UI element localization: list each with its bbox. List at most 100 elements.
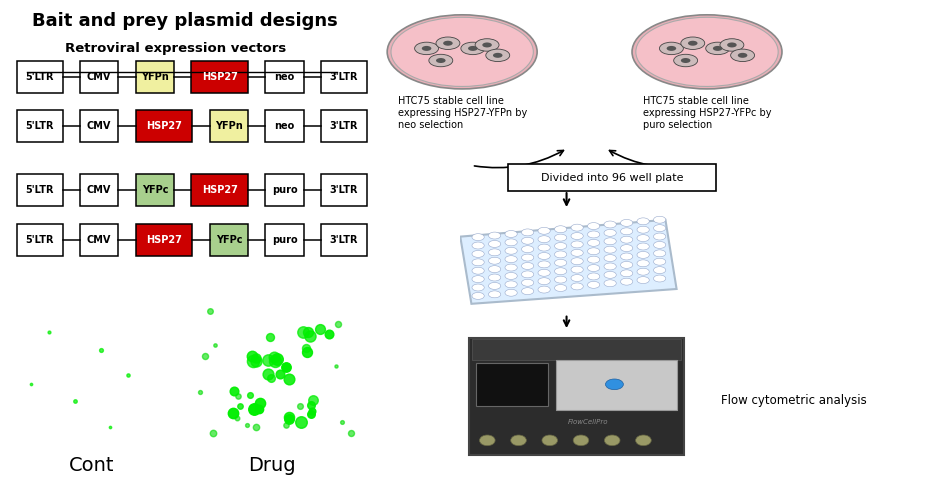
Ellipse shape [587,256,600,263]
Point [306,396,321,404]
Point [278,421,293,429]
Point [302,332,317,340]
Ellipse shape [505,239,517,246]
Ellipse shape [542,435,558,446]
Ellipse shape [632,15,782,89]
Point [246,357,261,365]
Circle shape [415,42,438,55]
Ellipse shape [554,251,567,258]
Ellipse shape [522,279,533,286]
Point [293,418,308,426]
Ellipse shape [571,258,584,265]
Ellipse shape [489,266,501,273]
Point [231,392,246,400]
Text: 5'LTR: 5'LTR [26,121,54,131]
Text: FlowCellPro: FlowCellPro [568,419,608,425]
Text: Bait and prey plasmid designs: Bait and prey plasmid designs [32,12,338,30]
Ellipse shape [387,15,537,89]
Ellipse shape [604,271,616,278]
Ellipse shape [604,238,616,245]
Ellipse shape [391,17,533,86]
Point [193,388,208,396]
Ellipse shape [489,249,501,256]
Ellipse shape [587,223,600,230]
Ellipse shape [637,251,649,258]
Ellipse shape [604,229,616,236]
Point [197,353,213,361]
Ellipse shape [472,284,484,291]
Circle shape [680,58,691,63]
Text: 5'LTR: 5'LTR [26,72,54,82]
Circle shape [660,42,683,55]
Ellipse shape [522,237,533,244]
Ellipse shape [587,240,600,247]
Circle shape [727,42,736,47]
Circle shape [674,54,698,67]
Ellipse shape [571,283,584,290]
Ellipse shape [621,228,633,235]
Ellipse shape [522,288,533,294]
Point [41,329,56,336]
FancyBboxPatch shape [136,223,193,256]
Text: HTC75 stable cell line
expressing HSP27-YFPc by
puro selection: HTC75 stable cell line expressing HSP27-… [642,96,772,129]
Point [264,374,279,382]
Circle shape [737,53,748,58]
Text: Retroviral expression vectors: Retroviral expression vectors [65,42,287,55]
FancyBboxPatch shape [266,223,304,256]
Ellipse shape [587,265,600,272]
Ellipse shape [604,280,616,287]
FancyBboxPatch shape [17,110,63,142]
Circle shape [475,39,499,51]
FancyBboxPatch shape [80,174,119,206]
Ellipse shape [538,261,550,268]
Ellipse shape [472,276,484,283]
Ellipse shape [505,231,517,238]
Ellipse shape [522,262,533,269]
FancyBboxPatch shape [210,223,249,256]
Ellipse shape [522,271,533,278]
Ellipse shape [489,232,501,239]
Point [233,402,248,410]
Ellipse shape [522,229,533,236]
Ellipse shape [472,242,484,249]
Point [230,414,245,422]
Text: HSP27: HSP27 [202,72,238,82]
Ellipse shape [571,224,584,231]
Ellipse shape [571,275,584,282]
Point [304,401,319,409]
Point [305,408,320,415]
Ellipse shape [637,235,649,242]
FancyBboxPatch shape [470,338,683,455]
FancyBboxPatch shape [476,363,548,406]
Text: 3'LTR: 3'LTR [329,121,358,131]
FancyBboxPatch shape [136,110,193,142]
Circle shape [706,42,730,55]
Point [303,410,318,418]
FancyBboxPatch shape [266,110,304,142]
FancyBboxPatch shape [210,110,249,142]
Ellipse shape [654,216,666,223]
Ellipse shape [571,233,584,240]
Ellipse shape [587,231,600,238]
Text: puro: puro [271,185,298,195]
Text: HSP27: HSP27 [146,235,182,245]
Point [202,307,217,315]
Ellipse shape [505,264,517,271]
Circle shape [720,39,744,51]
Ellipse shape [621,219,633,226]
Ellipse shape [472,259,484,266]
Ellipse shape [621,253,633,260]
Text: HSP27: HSP27 [202,185,238,195]
Ellipse shape [604,246,616,253]
Ellipse shape [604,254,616,261]
Ellipse shape [637,218,649,225]
Point [282,375,297,383]
Text: Cont: Cont [69,456,115,475]
Circle shape [436,58,446,63]
Point [67,397,83,405]
Point [245,352,260,360]
Text: puro: puro [271,235,298,245]
Point [268,358,283,366]
Ellipse shape [538,278,550,285]
Ellipse shape [654,275,666,282]
